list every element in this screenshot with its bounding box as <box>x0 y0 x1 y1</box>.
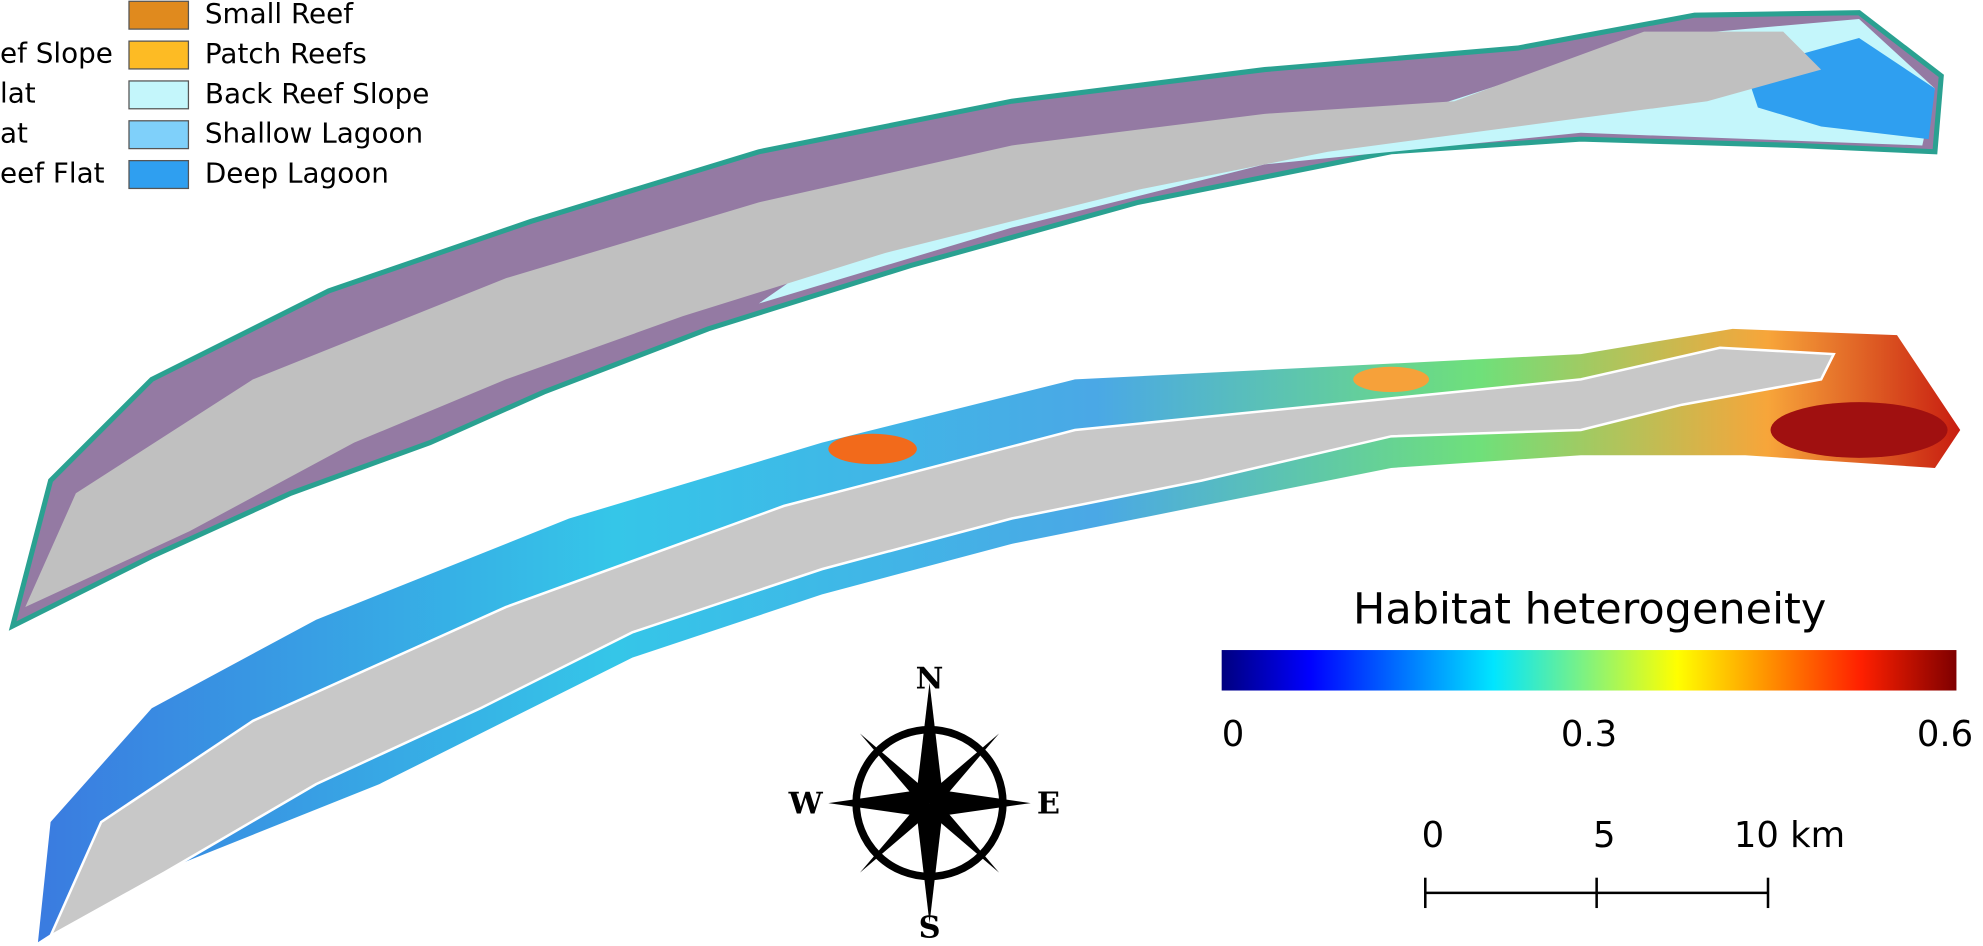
legend-label: Patch Reefs <box>205 37 367 70</box>
compass-s: S <box>919 911 941 946</box>
legend-label: Shallow Lagoon <box>205 117 423 150</box>
compass-point <box>917 683 942 803</box>
compass-n: N <box>916 661 944 696</box>
hotspot <box>828 434 917 464</box>
colorbar-tick-label: 0.3 <box>1561 714 1617 755</box>
legend-label: ef Slope <box>0 36 113 69</box>
compass-point <box>860 803 930 873</box>
legend-swatch <box>129 41 188 69</box>
legend-label: lat <box>0 76 36 109</box>
legend-label: Back Reef Slope <box>205 77 429 110</box>
hotspot <box>1353 367 1429 392</box>
compass-point <box>930 734 1000 804</box>
compass: N S E W <box>788 661 1060 945</box>
scale-label: 5 <box>1593 815 1616 856</box>
hotspot <box>1771 402 1948 458</box>
legend-label: eef Flat <box>0 157 105 190</box>
colorbar <box>1222 650 1957 690</box>
compass-point <box>917 803 942 923</box>
scale-label: 10 km <box>1734 815 1845 856</box>
legend-label: Small Reef <box>205 0 354 30</box>
legend-label: at <box>0 117 28 150</box>
map-figure: N S E W Habitat heterogeneity ef Slope la… <box>0 0 1983 946</box>
colorbar-tick-label: 0 <box>1222 714 1245 755</box>
compass-point <box>860 734 930 804</box>
legend-swatch <box>129 1 188 29</box>
legend-swatch <box>129 161 188 189</box>
legend-swatch <box>129 81 188 109</box>
compass-e: E <box>1037 787 1060 822</box>
colorbar-title: Habitat heterogeneity <box>1353 585 1826 635</box>
legend-label: Deep Lagoon <box>205 157 389 190</box>
compass-point <box>930 803 1000 873</box>
compass-w: W <box>788 787 824 822</box>
scale-label: 0 <box>1422 815 1445 856</box>
page: N S E W Habitat heterogeneity ef Slope la… <box>0 0 1983 946</box>
colorbar-tick-label: 0.6 <box>1917 714 1973 755</box>
legend-swatch <box>129 121 188 149</box>
